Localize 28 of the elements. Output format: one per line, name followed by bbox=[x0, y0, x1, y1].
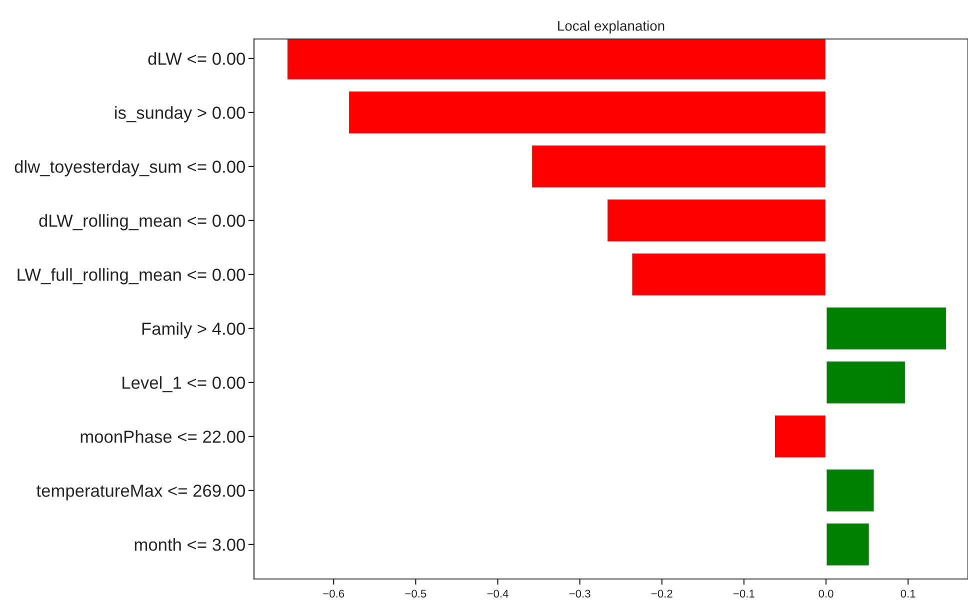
x-tick-label: −0.5 bbox=[405, 590, 426, 598]
y-tick-label: is_sunday > 0.00 bbox=[115, 106, 245, 122]
bar bbox=[825, 306, 948, 351]
y-tick-label: month <= 3.00 bbox=[134, 538, 245, 551]
bar bbox=[825, 522, 870, 567]
y-tick-label: temperatureMax <= 269.00 bbox=[36, 484, 245, 500]
chart-title: Local explanation bbox=[558, 20, 664, 34]
bar bbox=[348, 90, 827, 135]
y-tick-label: LW_full_rolling_mean <= 0.00 bbox=[18, 268, 245, 284]
x-tick-label: 0.0 bbox=[818, 590, 834, 598]
bar bbox=[825, 468, 876, 513]
bar bbox=[530, 144, 827, 189]
y-tick-label: Family > 4.00 bbox=[142, 322, 245, 338]
x-tick-label: −0.4 bbox=[487, 590, 508, 598]
bar bbox=[606, 198, 827, 243]
y-tick-label: Level_1 <= 0.00 bbox=[122, 376, 245, 392]
x-tick-label: −0.3 bbox=[569, 590, 590, 598]
y-tick-label: dlw_toyesterday_sum <= 0.00 bbox=[14, 160, 245, 176]
x-tick-label: −0.6 bbox=[323, 590, 344, 598]
y-tick-label: dLW <= 0.00 bbox=[148, 52, 245, 65]
x-tick-label: −0.1 bbox=[734, 590, 754, 598]
x-tick-label: −0.2 bbox=[651, 590, 672, 598]
x-tick-label: 0.1 bbox=[900, 590, 916, 598]
y-tick-label: moonPhase <= 22.00 bbox=[80, 430, 245, 443]
bar bbox=[825, 360, 906, 405]
y-tick-label: dLW_rolling_mean <= 0.00 bbox=[39, 214, 245, 230]
bar bbox=[630, 252, 827, 297]
bar bbox=[774, 414, 827, 459]
